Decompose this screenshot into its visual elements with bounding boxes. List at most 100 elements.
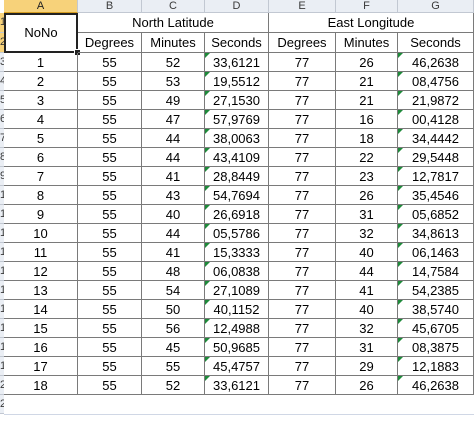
subheader-seconds[interactable]: Seconds: [205, 33, 269, 53]
table-cell[interactable]: 14: [4, 300, 78, 319]
table-cell[interactable]: 14,7584: [398, 262, 474, 281]
table-cell[interactable]: 44: [142, 148, 205, 167]
table-cell[interactable]: 77: [269, 357, 336, 376]
table-cell[interactable]: 40,1152: [205, 300, 269, 319]
table-cell[interactable]: 19,5512: [205, 72, 269, 91]
table-cell[interactable]: 34,4442: [398, 129, 474, 148]
subheader-minutes[interactable]: Minutes: [336, 33, 398, 53]
table-cell[interactable]: 12,1883: [398, 357, 474, 376]
table-cell[interactable]: 77: [269, 167, 336, 186]
table-cell[interactable]: 8: [4, 186, 78, 205]
table-cell[interactable]: 55: [78, 224, 142, 243]
table-cell[interactable]: 06,1463: [398, 243, 474, 262]
table-cell[interactable]: 47: [142, 110, 205, 129]
table-cell[interactable]: 77: [269, 338, 336, 357]
table-cell[interactable]: 56: [142, 319, 205, 338]
table-cell[interactable]: 77: [269, 243, 336, 262]
empty-row[interactable]: [4, 395, 474, 415]
subheader-degrees[interactable]: Degrees: [269, 33, 336, 53]
table-cell[interactable]: 48: [142, 262, 205, 281]
table-cell[interactable]: 77: [269, 319, 336, 338]
table-cell[interactable]: 06,0838: [205, 262, 269, 281]
table-cell[interactable]: 32: [336, 224, 398, 243]
table-cell[interactable]: 44: [142, 129, 205, 148]
table-cell[interactable]: 16: [336, 110, 398, 129]
column-header-e[interactable]: E: [269, 0, 336, 13]
table-cell[interactable]: 52: [142, 376, 205, 395]
row-header[interactable]: 9: [0, 167, 4, 186]
row-header[interactable]: 19: [0, 357, 4, 376]
table-cell[interactable]: 57,9769: [205, 110, 269, 129]
table-cell[interactable]: 49: [142, 91, 205, 110]
table-cell[interactable]: 52: [142, 53, 205, 72]
table-cell[interactable]: 11: [4, 243, 78, 262]
row-header[interactable]: 20: [0, 376, 4, 395]
table-cell[interactable]: 77: [269, 53, 336, 72]
table-cell[interactable]: 18: [336, 129, 398, 148]
row-header[interactable]: 8: [0, 148, 4, 167]
table-cell[interactable]: 55: [78, 300, 142, 319]
table-cell[interactable]: 12,7817: [398, 167, 474, 186]
table-cell[interactable]: 21,9872: [398, 91, 474, 110]
table-cell[interactable]: 18: [4, 376, 78, 395]
table-cell[interactable]: 44: [142, 224, 205, 243]
table-cell[interactable]: 55: [78, 129, 142, 148]
row-header[interactable]: 15: [0, 281, 4, 300]
table-cell[interactable]: 38,5740: [398, 300, 474, 319]
row-header[interactable]: 14: [0, 262, 4, 281]
table-cell[interactable]: 4: [4, 110, 78, 129]
table-cell[interactable]: 45,6705: [398, 319, 474, 338]
table-cell[interactable]: 40: [336, 300, 398, 319]
table-cell[interactable]: 26,6918: [205, 205, 269, 224]
table-cell[interactable]: 2: [4, 72, 78, 91]
row-header[interactable]: 21: [0, 395, 4, 414]
table-cell[interactable]: 05,5786: [205, 224, 269, 243]
column-header-b[interactable]: B: [78, 0, 142, 13]
table-cell[interactable]: 5: [4, 129, 78, 148]
table-cell[interactable]: 31: [336, 338, 398, 357]
table-cell[interactable]: 40: [142, 205, 205, 224]
table-cell[interactable]: 12,4988: [205, 319, 269, 338]
table-cell[interactable]: 55: [78, 243, 142, 262]
cell-a1-number-header[interactable]: NoNo: [4, 13, 78, 53]
table-cell[interactable]: 08,4756: [398, 72, 474, 91]
table-cell[interactable]: 55: [78, 110, 142, 129]
table-cell[interactable]: 54: [142, 281, 205, 300]
table-cell[interactable]: 44: [336, 262, 398, 281]
column-header-g[interactable]: G: [398, 0, 474, 13]
subheader-seconds[interactable]: Seconds: [398, 33, 474, 53]
column-header-d[interactable]: D: [205, 0, 269, 13]
table-cell[interactable]: 77: [269, 376, 336, 395]
table-cell[interactable]: 38,0063: [205, 129, 269, 148]
column-header-c[interactable]: C: [142, 0, 205, 13]
table-cell[interactable]: 55: [78, 205, 142, 224]
table-cell[interactable]: 29: [336, 357, 398, 376]
column-header-a[interactable]: A: [4, 0, 78, 13]
table-cell[interactable]: 40: [336, 243, 398, 262]
table-cell[interactable]: 77: [269, 72, 336, 91]
table-cell[interactable]: 33,6121: [205, 376, 269, 395]
table-cell[interactable]: 27,1089: [205, 281, 269, 300]
table-cell[interactable]: 77: [269, 91, 336, 110]
table-cell[interactable]: 6: [4, 148, 78, 167]
table-cell[interactable]: 55: [142, 357, 205, 376]
row-header[interactable]: 10: [0, 186, 4, 205]
table-cell[interactable]: 55: [78, 338, 142, 357]
table-cell[interactable]: 9: [4, 205, 78, 224]
table-cell[interactable]: 77: [269, 148, 336, 167]
row-header[interactable]: 3: [0, 53, 4, 72]
table-cell[interactable]: 3: [4, 91, 78, 110]
table-cell[interactable]: 45,4757: [205, 357, 269, 376]
row-header[interactable]: 18: [0, 338, 4, 357]
table-cell[interactable]: 41: [142, 243, 205, 262]
table-cell[interactable]: 55: [78, 281, 142, 300]
table-cell[interactable]: 32: [336, 319, 398, 338]
table-cell[interactable]: 55: [78, 53, 142, 72]
row-header[interactable]: 13: [0, 243, 4, 262]
table-cell[interactable]: 77: [269, 224, 336, 243]
row-header[interactable]: 12: [0, 224, 4, 243]
table-cell[interactable]: 21: [336, 91, 398, 110]
table-cell[interactable]: 55: [78, 72, 142, 91]
row-header[interactable]: 1: [0, 13, 4, 33]
